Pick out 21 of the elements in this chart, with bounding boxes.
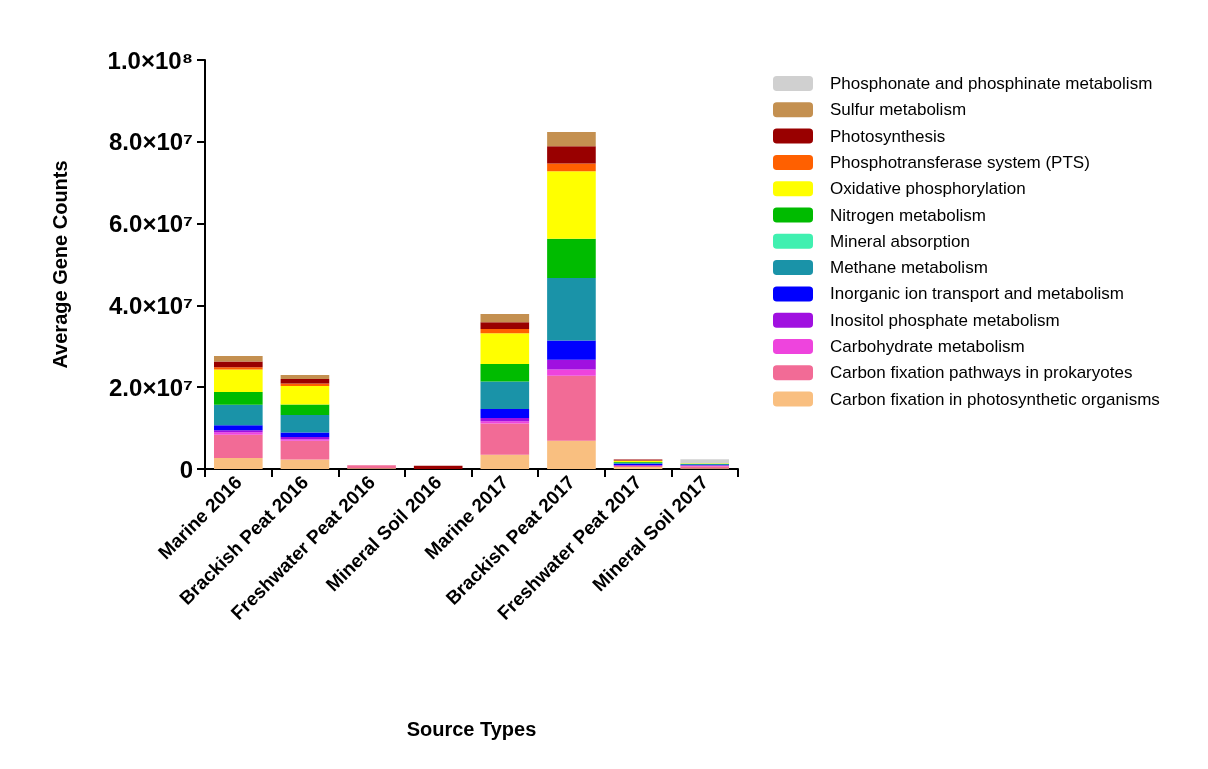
- legend-label: Oxidative phosphorylation: [830, 179, 1026, 199]
- legend-label: Inositol phosphate metabolism: [830, 310, 1060, 330]
- legend-label: Photosynthesis: [830, 126, 946, 146]
- legend-label: Carbon fixation in photosynthetic organisms: [830, 389, 1160, 409]
- y-tick-label: 2.0×10⁷: [109, 373, 193, 401]
- legend-label: Phosphonate and phosphinate metabolism: [830, 74, 1153, 93]
- legend-label: Phosphotransferase system (PTS): [830, 152, 1090, 172]
- legend-label: Mineral absorption: [830, 231, 970, 251]
- y-tick-label: 0: [179, 455, 193, 483]
- y-tick-label: 4.0×10⁷: [109, 291, 193, 319]
- x-axis-title: Source Types: [406, 718, 537, 740]
- legend-label: Nitrogen metabolism: [830, 205, 986, 225]
- legend-label: Inorganic ion transport and metabolism: [830, 284, 1124, 304]
- legend-label: Carbohydrate metabolism: [830, 337, 1025, 356]
- legend-label: Carbon fixation pathways in prokaryotes: [830, 363, 1133, 383]
- y-tick-label: 1.0×10⁸: [107, 46, 193, 74]
- legend-label: Sulfur metabolism: [830, 100, 967, 120]
- legend-label: Methane metabolism: [830, 258, 988, 278]
- y-axis-title: Average Gene Counts: [49, 160, 71, 369]
- y-tick-label: 8.0×10⁷: [109, 128, 193, 156]
- y-tick-label: 6.0×10⁷: [109, 210, 193, 238]
